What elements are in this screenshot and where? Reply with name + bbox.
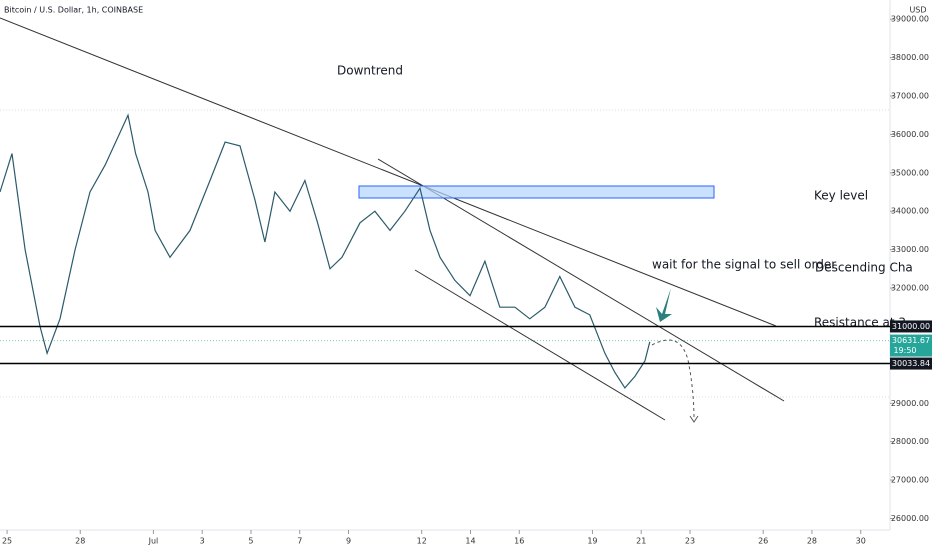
annotation: Downtrend xyxy=(337,64,403,78)
annotation: Key level xyxy=(814,189,868,203)
level-label: 31000.00 xyxy=(892,322,930,331)
x-tick-label: 5 xyxy=(248,537,253,546)
last-price-label: 30631.67 xyxy=(892,336,930,345)
x-tick-label: 14 xyxy=(465,537,475,546)
x-tick-label: 16 xyxy=(514,537,524,546)
plot xyxy=(0,17,890,423)
y-tick-label: 37000.00 xyxy=(891,92,929,101)
channel-upper xyxy=(377,158,785,402)
x-tick-label: 28 xyxy=(75,537,85,546)
x-tick-label: 19 xyxy=(587,537,597,546)
x-tick-label: 28 xyxy=(807,537,817,546)
y-tick-label: 34000.00 xyxy=(891,207,929,216)
x-tick-label: 9 xyxy=(346,537,351,546)
x-tick-label: 7 xyxy=(297,537,302,546)
y-tick-label: 26000.00 xyxy=(891,514,929,523)
symbol-title: Bitcoin / U.S. Dollar, 1h, COINBASE xyxy=(4,6,143,15)
x-tick-label: 26 xyxy=(758,537,768,546)
x-tick-label: 3 xyxy=(200,537,205,546)
countdown-label: 19:50 xyxy=(893,346,916,355)
channel-lower xyxy=(414,269,666,421)
y-tick-label: 33000.00 xyxy=(891,245,929,254)
y-tick-label: 32000.00 xyxy=(891,284,929,293)
currency: USD xyxy=(909,6,926,15)
y-tick-label: 27000.00 xyxy=(891,476,929,485)
x-tick-label: Jul xyxy=(148,537,159,546)
x-tick-label: 30 xyxy=(856,537,866,546)
trendline xyxy=(0,17,777,327)
projection-arrowhead xyxy=(689,415,699,423)
x-tick-label: 12 xyxy=(417,537,427,546)
price-line xyxy=(0,113,651,389)
y-tick-label: 29000.00 xyxy=(891,399,929,408)
annotation: wait for the signal to sell order xyxy=(652,258,836,272)
level-tag xyxy=(890,320,932,333)
y-tick-label: 38000.00 xyxy=(891,53,929,62)
key-level-box xyxy=(358,185,715,199)
level-tag xyxy=(890,357,932,370)
signal-arrow xyxy=(656,288,672,322)
projection-arrow xyxy=(651,339,695,421)
x-tick-label: 21 xyxy=(636,537,646,546)
x-tick-label: 25 xyxy=(2,537,12,546)
y-tick-label: 28000.00 xyxy=(891,437,929,446)
x-tick-label: 23 xyxy=(685,537,695,546)
y-tick-label: 36000.00 xyxy=(891,130,929,139)
level-label: 30033.84 xyxy=(892,359,930,368)
y-tick-label: 39000.00 xyxy=(891,15,929,24)
annotation: Descending Cha xyxy=(815,261,913,275)
last-price-tag xyxy=(890,334,932,357)
y-tick-label: 35000.00 xyxy=(891,168,929,177)
